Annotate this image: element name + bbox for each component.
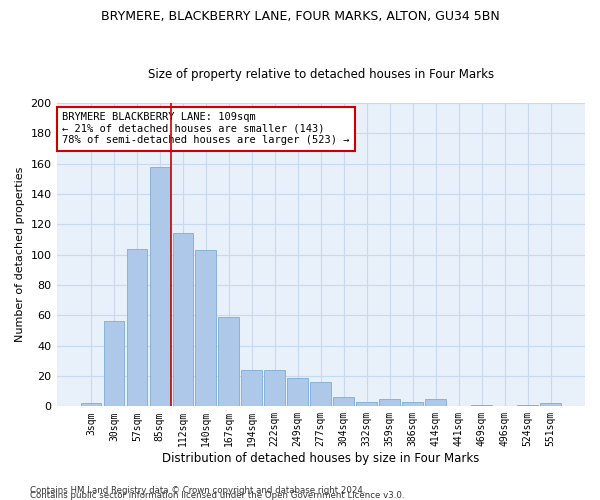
Bar — [310, 382, 331, 406]
Y-axis label: Number of detached properties: Number of detached properties — [15, 167, 25, 342]
Bar — [173, 234, 193, 406]
Bar — [334, 397, 354, 406]
Text: Contains HM Land Registry data © Crown copyright and database right 2024.: Contains HM Land Registry data © Crown c… — [30, 486, 365, 495]
Bar — [540, 404, 561, 406]
Bar — [472, 405, 492, 406]
Bar — [104, 322, 124, 406]
Bar — [80, 404, 101, 406]
Bar — [127, 248, 147, 406]
Bar — [218, 317, 239, 406]
Bar — [149, 166, 170, 406]
Bar — [403, 402, 423, 406]
Bar — [517, 405, 538, 406]
Bar — [287, 378, 308, 406]
Bar — [196, 250, 216, 406]
Title: Size of property relative to detached houses in Four Marks: Size of property relative to detached ho… — [148, 68, 494, 81]
X-axis label: Distribution of detached houses by size in Four Marks: Distribution of detached houses by size … — [162, 452, 479, 465]
Bar — [241, 370, 262, 406]
Text: BRYMERE, BLACKBERRY LANE, FOUR MARKS, ALTON, GU34 5BN: BRYMERE, BLACKBERRY LANE, FOUR MARKS, AL… — [101, 10, 499, 23]
Bar — [379, 399, 400, 406]
Bar — [265, 370, 285, 406]
Text: Contains public sector information licensed under the Open Government Licence v3: Contains public sector information licen… — [30, 491, 404, 500]
Bar — [425, 399, 446, 406]
Bar — [356, 402, 377, 406]
Text: BRYMERE BLACKBERRY LANE: 109sqm
← 21% of detached houses are smaller (143)
78% o: BRYMERE BLACKBERRY LANE: 109sqm ← 21% of… — [62, 112, 349, 146]
